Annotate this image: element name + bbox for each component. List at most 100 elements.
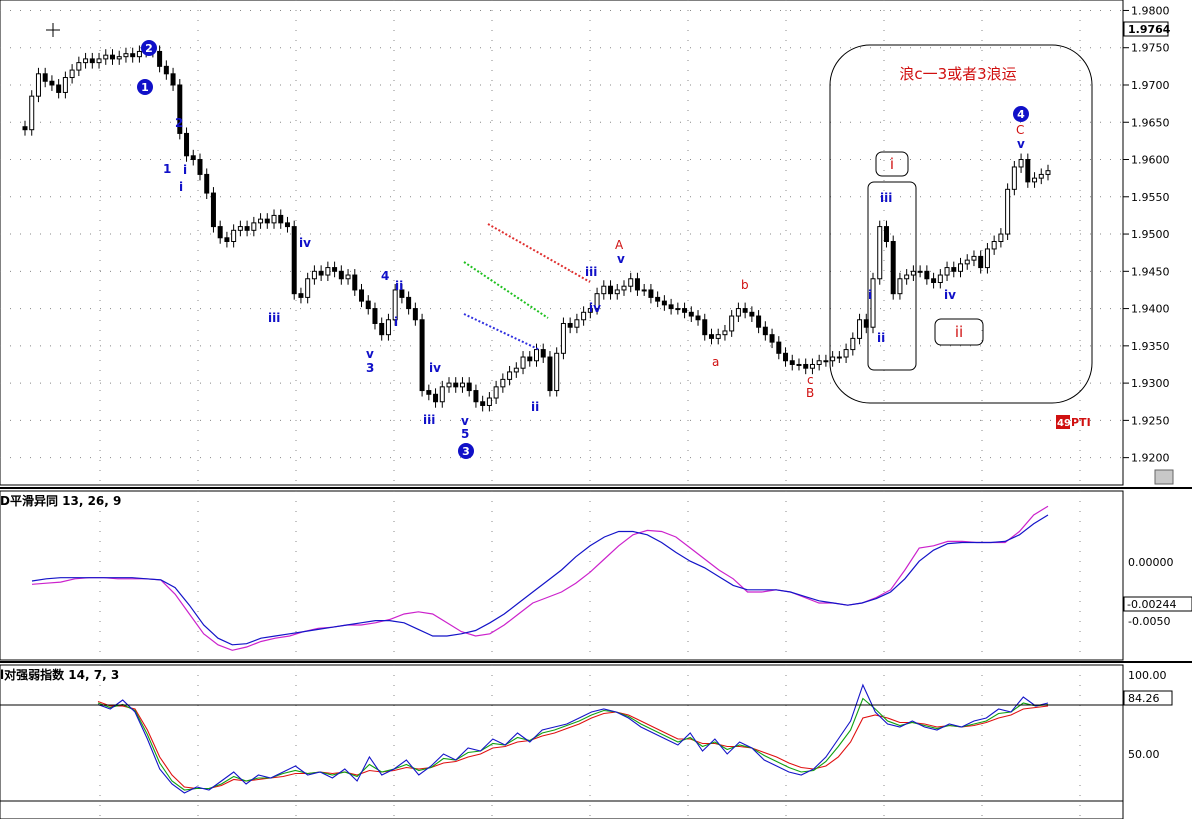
price-tick-label: 1.9200 bbox=[1131, 452, 1170, 465]
candle-body bbox=[163, 65, 169, 75]
candle-body bbox=[83, 58, 89, 64]
candle-body bbox=[251, 222, 257, 231]
candle-body bbox=[184, 132, 190, 157]
candle-body bbox=[991, 241, 997, 250]
candle-body bbox=[190, 155, 196, 161]
price-tick-label: 1.9500 bbox=[1131, 228, 1170, 241]
candle-body bbox=[116, 56, 122, 60]
wave-label: iii bbox=[423, 413, 435, 427]
candle-body bbox=[305, 278, 311, 298]
candle-body bbox=[621, 285, 627, 291]
wave-label: iii bbox=[880, 191, 892, 205]
wave-label: a bbox=[712, 355, 719, 369]
crosshair-icon bbox=[46, 23, 60, 37]
candle-body bbox=[978, 255, 984, 269]
macd-tick-1: -0.0050 bbox=[1128, 615, 1170, 628]
macd-panel[interactable] bbox=[0, 490, 1124, 661]
candlestick-series bbox=[22, 43, 1051, 412]
price-panel[interactable] bbox=[0, 0, 1124, 486]
candle-body bbox=[682, 308, 688, 313]
candle-body bbox=[843, 349, 849, 358]
wave-label: v bbox=[366, 347, 374, 361]
pti-badge bbox=[1056, 415, 1070, 429]
candle-body bbox=[742, 308, 748, 313]
candle-body bbox=[958, 263, 964, 272]
candle-body bbox=[29, 95, 35, 131]
candle-body bbox=[157, 50, 163, 67]
candle-body bbox=[217, 226, 223, 239]
candle-body bbox=[574, 319, 580, 328]
wave-label: v bbox=[617, 252, 625, 266]
candle-body bbox=[466, 382, 472, 392]
zoom-corner-icon[interactable] bbox=[1154, 469, 1174, 485]
candle-body bbox=[944, 267, 950, 276]
candle-body bbox=[695, 315, 701, 321]
candle-body bbox=[473, 390, 479, 403]
candle-body bbox=[890, 241, 896, 295]
kd-series-line bbox=[97, 683, 1049, 794]
candle-body bbox=[35, 73, 41, 97]
candle-body bbox=[1018, 159, 1024, 168]
candle-body bbox=[237, 226, 243, 231]
wave-1-label: 1 bbox=[141, 81, 149, 94]
candle-body bbox=[231, 229, 237, 242]
candle-body bbox=[984, 248, 990, 269]
candle-body bbox=[136, 50, 142, 58]
candle-body bbox=[614, 289, 620, 295]
candle-body bbox=[587, 308, 593, 313]
wave-label: c bbox=[807, 373, 814, 387]
candle-body bbox=[722, 330, 728, 336]
wave-label: B bbox=[806, 386, 814, 400]
candle-body bbox=[1032, 177, 1038, 183]
kd-panel[interactable] bbox=[0, 664, 1124, 820]
candle-body bbox=[850, 337, 856, 351]
wave-3-circle-icon bbox=[458, 443, 474, 459]
candle-body bbox=[480, 401, 486, 406]
wave-label: 4 bbox=[381, 269, 389, 283]
wave-label: 2 bbox=[175, 116, 183, 130]
candle-body bbox=[917, 270, 923, 273]
macd-tick-0: 0.00000 bbox=[1128, 556, 1174, 569]
price-tick-label: 1.9400 bbox=[1131, 303, 1170, 316]
wave-1-circle-icon bbox=[137, 79, 153, 95]
candle-body bbox=[103, 54, 109, 60]
candle-body bbox=[372, 308, 378, 324]
wave-label: ii bbox=[395, 279, 403, 293]
candle-body bbox=[836, 356, 842, 359]
candle-body bbox=[769, 334, 775, 343]
price-tick-label: 1.9650 bbox=[1131, 116, 1170, 129]
macd-value-tag bbox=[1123, 596, 1192, 612]
candle-body bbox=[49, 80, 55, 86]
candle-body bbox=[298, 293, 304, 298]
macd-lines bbox=[31, 505, 1049, 651]
price-tick-label: 1.9450 bbox=[1131, 265, 1170, 278]
candle-body bbox=[540, 349, 546, 358]
candle-body bbox=[291, 226, 297, 295]
candle-body bbox=[419, 319, 425, 392]
kd-series-line bbox=[97, 700, 1049, 790]
wave-label: 3 bbox=[366, 361, 374, 375]
candle-body bbox=[594, 293, 600, 310]
macd-title: D平滑异同 13, 26, 9 bbox=[0, 493, 121, 508]
candle-body bbox=[258, 218, 264, 224]
candle-body bbox=[931, 278, 937, 283]
wave-label: i bbox=[394, 315, 398, 329]
candle-body bbox=[399, 289, 405, 298]
candle-body bbox=[803, 363, 809, 369]
candle-body bbox=[284, 222, 290, 228]
kd-tick-0: 100.00 bbox=[1128, 669, 1167, 682]
candle-body bbox=[910, 270, 916, 276]
candle-body bbox=[655, 296, 661, 302]
candle-body bbox=[1045, 170, 1051, 175]
candle-body bbox=[170, 73, 176, 86]
price-tick-label: 1.9600 bbox=[1131, 154, 1170, 167]
candle-body bbox=[76, 62, 82, 71]
candle-body bbox=[648, 289, 654, 298]
wave-label: i bbox=[868, 288, 872, 302]
candle-body bbox=[554, 352, 560, 392]
candle-body bbox=[426, 390, 432, 395]
candle-body bbox=[783, 352, 789, 362]
fan-trendlines bbox=[463, 223, 591, 351]
wave-iii-box bbox=[867, 181, 917, 371]
